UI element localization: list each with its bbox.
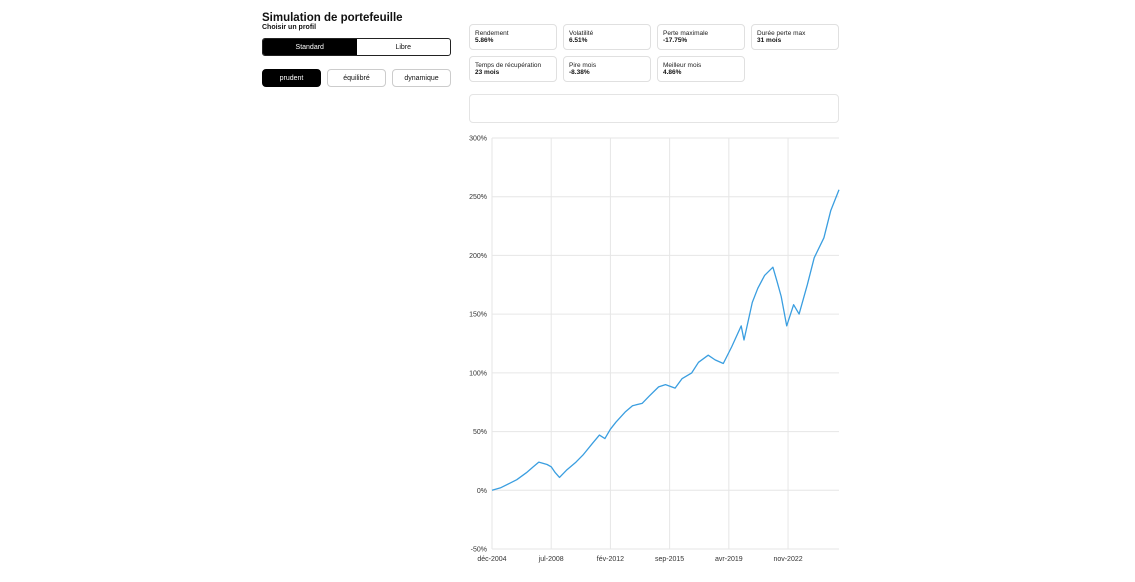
stat-value: 5.86% bbox=[475, 37, 494, 44]
stat-value: -17.75% bbox=[663, 37, 688, 44]
y-tick-label: 250% bbox=[469, 194, 487, 201]
profile-dynamique-button[interactable]: dynamique bbox=[392, 69, 451, 87]
y-tick-label: 50% bbox=[473, 429, 487, 436]
stat-card-volatilite: Volatilité 6.51% bbox=[563, 24, 651, 50]
stat-label: Perte maximale bbox=[663, 30, 709, 37]
profile-selector: prudent équilibré dynamique bbox=[262, 69, 451, 87]
stat-value: 4.86% bbox=[663, 69, 682, 76]
mode-toggle: Standard Libre bbox=[262, 38, 451, 56]
x-tick-label: déc-2004 bbox=[477, 556, 506, 563]
stat-label: Temps de récupération bbox=[475, 62, 542, 69]
stat-value: -8.38% bbox=[569, 69, 590, 76]
stat-card-pire-mois: Pire mois -8.38% bbox=[563, 56, 651, 82]
x-tick-label: nov-2022 bbox=[773, 556, 802, 563]
mode-standard-button[interactable]: Standard bbox=[263, 39, 357, 55]
empty-panel bbox=[469, 94, 839, 123]
stat-value: 6.51% bbox=[569, 37, 588, 44]
stat-card-rendement: Rendement 5.86% bbox=[469, 24, 557, 50]
series-line bbox=[491, 189, 840, 491]
y-tick-label: 150% bbox=[469, 312, 487, 319]
stat-card-temps-recuperation: Temps de récupération 23 mois bbox=[469, 56, 557, 82]
y-tick-label: 0% bbox=[477, 488, 487, 495]
page-subtitle: Choisir un profil bbox=[262, 24, 317, 31]
performance-chart: -50% 0% 50% 100% 150% 200% 250% 300% déc-2004 jul… bbox=[469, 136, 840, 563]
stat-card-meilleur-mois: Meilleur mois 4.86% bbox=[657, 56, 745, 82]
profile-equilibre-button[interactable]: équilibré bbox=[327, 69, 386, 87]
x-tick-label: sep-2015 bbox=[655, 556, 684, 563]
stat-label: Rendement bbox=[475, 30, 509, 37]
profile-prudent-button[interactable]: prudent bbox=[262, 69, 321, 87]
x-tick-label: fév-2012 bbox=[597, 556, 624, 563]
y-tick-label: 300% bbox=[469, 136, 487, 143]
page-title: Simulation de portefeuille bbox=[262, 12, 403, 24]
stat-card-perte-maximale: Perte maximale -17.75% bbox=[657, 24, 745, 50]
y-tick-label: 200% bbox=[469, 253, 487, 260]
x-tick-label: jul-2008 bbox=[538, 556, 564, 563]
stat-label: Durée perte max bbox=[757, 30, 806, 37]
stat-label: Volatilité bbox=[569, 30, 594, 37]
y-tick-label: -50% bbox=[471, 547, 487, 554]
stat-value: 31 mois bbox=[757, 37, 782, 44]
x-tick-label: avr-2019 bbox=[715, 556, 743, 563]
mode-libre-button[interactable]: Libre bbox=[395, 43, 412, 51]
stat-label: Pire mois bbox=[569, 62, 597, 69]
stat-label: Meilleur mois bbox=[663, 62, 702, 69]
stat-card-duree-perte-max: Durée perte max 31 mois bbox=[751, 24, 839, 50]
stat-value: 23 mois bbox=[475, 69, 500, 76]
y-tick-label: 100% bbox=[469, 370, 487, 377]
